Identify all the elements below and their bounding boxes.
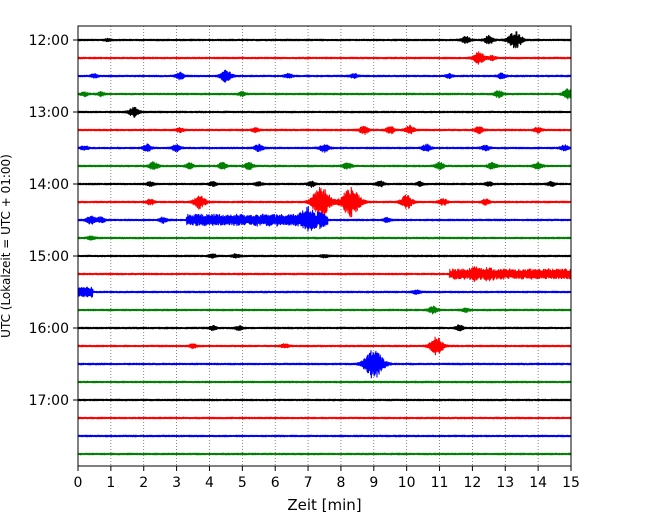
trace-1700 [77,398,572,402]
trace-1230 [77,69,572,83]
x-tick-label-2: 2 [139,475,148,491]
traces-layer [77,31,572,456]
trace-1415 [77,186,572,218]
x-tick-label-11: 11 [431,475,449,491]
y-axis: 12:00 13:00 14:00 15:00 16:00 17:00 [29,33,78,409]
x-tick-label-3: 3 [172,475,181,491]
trace-1530 [77,286,572,298]
trace-1745 [77,452,572,456]
trace-1615 [77,336,572,356]
x-tick-label-1: 1 [106,475,115,491]
y-tick-label-3: 15:00 [29,249,69,265]
x-tick-label-9: 9 [369,475,378,491]
y-axis-label: UTC (Lokalzeit = UTC + 01:00) [0,154,13,338]
x-axis: 0 1 2 3 4 5 6 7 8 9 10 11 12 13 14 15 [74,466,580,491]
trace-1630 [77,350,572,379]
trace-1315 [77,124,572,135]
x-tick-label-6: 6 [271,475,280,491]
trace-1200 [77,31,572,49]
x-tick-label-0: 0 [74,475,83,491]
trace-1400 [77,180,572,188]
x-tick-label-12: 12 [463,475,481,491]
trace-1515 [77,266,572,283]
trace-1345 [77,161,572,171]
y-tick-label-0: 12:00 [29,33,69,49]
trace-1330 [77,143,572,153]
trace-1215 [77,51,572,65]
trace-1645 [77,380,572,384]
x-tick-label-15: 15 [562,475,580,491]
y-tick-label-1: 13:00 [29,105,69,121]
trace-1545 [77,305,572,315]
trace-1445 [77,235,572,241]
trace-1715 [77,416,572,420]
x-tick-label-13: 13 [496,475,514,491]
x-tick-label-4: 4 [205,475,214,491]
x-tick-label-5: 5 [238,475,247,491]
trace-1245 [77,88,572,100]
trace-1300 [77,106,572,118]
x-tick-label-14: 14 [529,475,547,491]
trace-1430 [77,206,572,232]
x-tick-label-10: 10 [398,475,416,491]
x-tick-label-8: 8 [336,475,345,491]
y-tick-label-4: 16:00 [29,321,69,337]
x-tick-label-7: 7 [304,475,313,491]
plot-frame [77,25,572,467]
y-tick-label-5: 17:00 [29,393,69,409]
grid-layer [110,26,539,466]
trace-1730 [77,434,572,438]
trace-1600 [77,324,572,332]
y-tick-label-2: 14:00 [29,177,69,193]
x-axis-label: Zeit [min] [287,496,361,514]
trace-1500 [77,253,572,259]
